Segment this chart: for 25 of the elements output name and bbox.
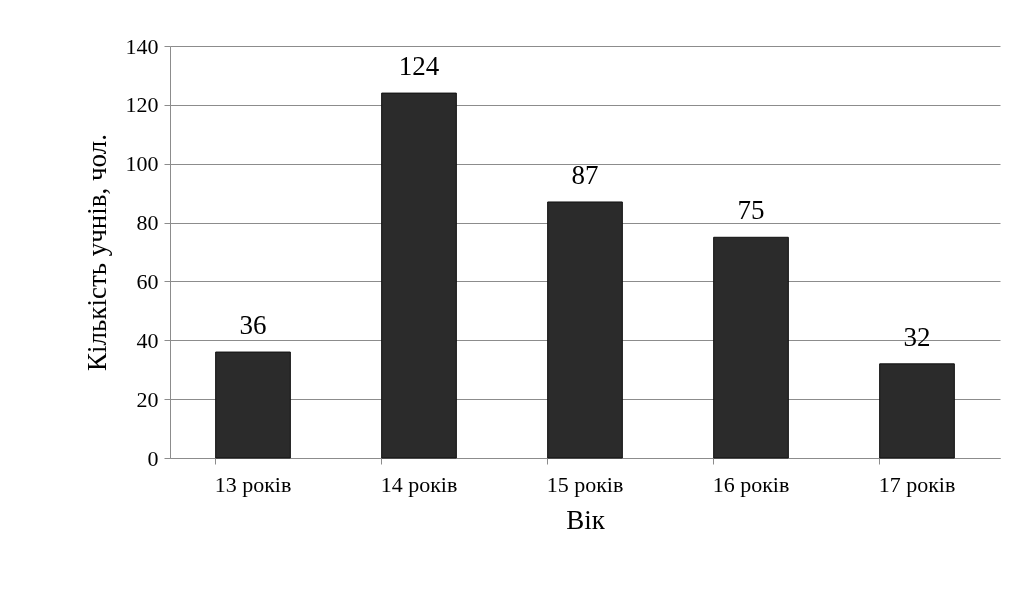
y-axis-title: Кількість учнів, чол. <box>81 134 112 371</box>
y-tick-label: 20 <box>136 386 159 412</box>
x-tick-label: 16 років <box>712 471 790 497</box>
bar <box>879 363 955 459</box>
bar <box>713 236 789 459</box>
y-tick-label: 120 <box>125 92 159 118</box>
y-tick-label: 100 <box>125 151 159 177</box>
x-tick-label: 15 років <box>546 471 624 497</box>
data-label: 36 <box>239 310 267 341</box>
x-tick-label: 17 років <box>878 471 956 497</box>
data-label: 75 <box>737 195 765 226</box>
x-tick-label: 14 років <box>380 471 458 497</box>
y-tick-label: 0 <box>147 445 159 471</box>
bar <box>547 201 623 459</box>
data-label: 32 <box>903 321 931 352</box>
bar <box>215 351 291 459</box>
data-label: 87 <box>571 159 599 190</box>
y-tick-label: 40 <box>136 327 159 353</box>
x-axis-title: Вік <box>566 504 606 535</box>
y-tick-label: 60 <box>136 268 159 294</box>
x-tick-label: 13 років <box>214 471 292 497</box>
y-tick-label: 140 <box>125 33 159 59</box>
bar <box>381 92 457 459</box>
y-tick-label: 80 <box>136 210 159 236</box>
data-label: 124 <box>398 51 440 82</box>
